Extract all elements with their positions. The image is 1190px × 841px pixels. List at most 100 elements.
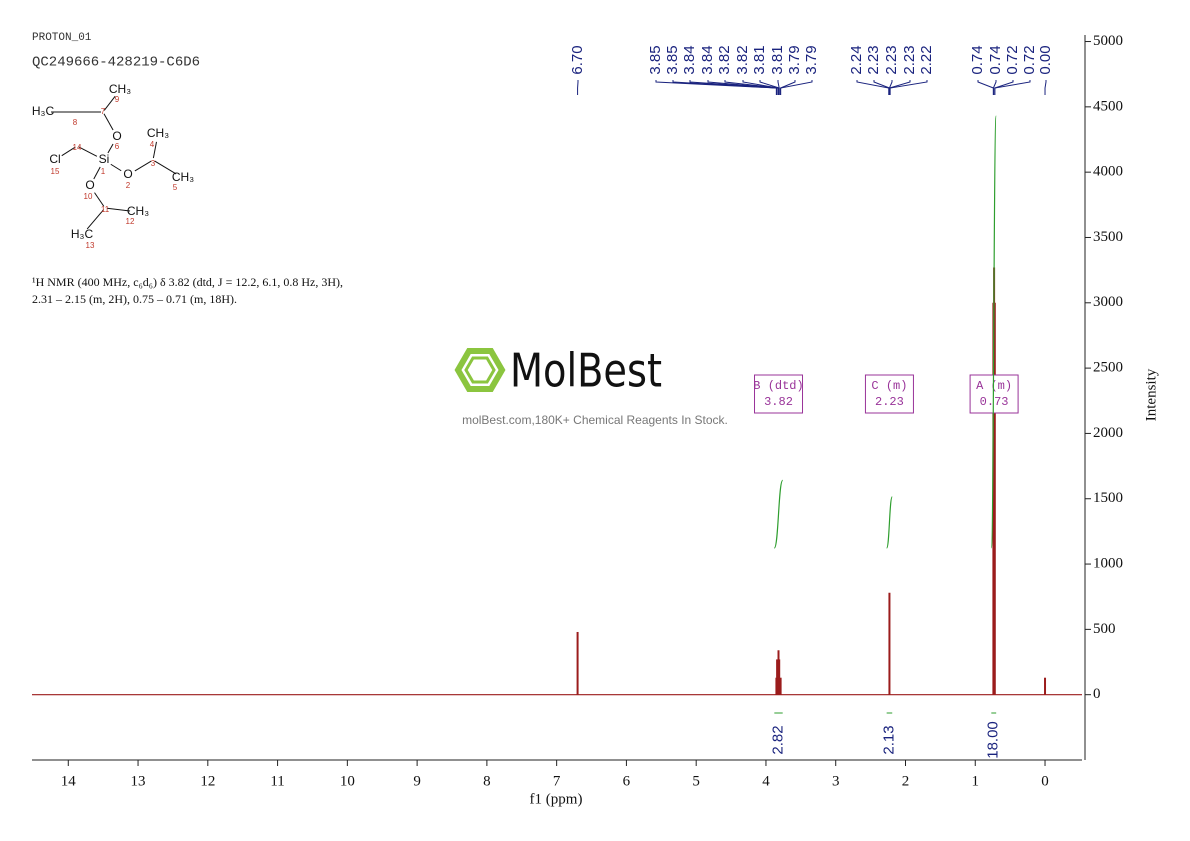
chart-subtitle: QC249666-428219-C6D6 (32, 55, 200, 71)
integral-curve (990, 115, 997, 549)
x-tick-label: 9 (413, 773, 421, 789)
y-tick-label: 5000 (1093, 33, 1123, 49)
atom-label: CH₃ (147, 126, 169, 140)
bond (106, 207, 131, 212)
peak-label: 2.23 (883, 45, 900, 74)
bond (78, 146, 98, 157)
x-tick-label: 2 (902, 773, 910, 789)
multiplet-box (969, 374, 1019, 414)
y-tick-label: 3500 (1093, 229, 1123, 245)
x-tick-label: 6 (623, 773, 631, 789)
atom-label: CH₃ (172, 170, 194, 184)
atom-locant: 7 (101, 107, 106, 116)
peak-leader (780, 80, 813, 95)
peak-label: 0.00 (1037, 45, 1054, 74)
x-tick-label: 7 (553, 773, 561, 789)
peak-leader (856, 80, 890, 95)
description-line: ¹H NMR (400 MHz, c₆d₆) δ 3.82 (dtd, J = … (32, 275, 343, 289)
atom-locant: 1 (101, 167, 106, 176)
multiplet-shift: 0.73 (980, 395, 1009, 409)
x-tick-label: 0 (1041, 773, 1049, 789)
x-axis-label: f1 (ppm) (530, 791, 583, 807)
x-tick-label: 12 (200, 773, 215, 789)
peak-leader (873, 80, 890, 95)
integral-label: 18.00 (985, 721, 1002, 759)
atom-label: O (85, 178, 94, 192)
atom-locant: 2 (126, 181, 131, 190)
peak-label: 2.23 (901, 45, 918, 74)
bond (86, 209, 105, 230)
integral-curve (886, 496, 893, 549)
atom-locant: 14 (73, 143, 82, 152)
description-line: 2.31 – 2.15 (m, 2H), 0.75 – 0.71 (m, 18H… (32, 292, 237, 306)
atom-label: O (123, 167, 132, 181)
atom-locant: 12 (126, 217, 135, 226)
multiplet-shift: 2.23 (875, 395, 904, 409)
peak-label: 3.84 (699, 45, 716, 74)
peak-leader (689, 80, 778, 95)
x-tick-label: 5 (692, 773, 700, 789)
multiplet-box (864, 374, 914, 414)
atom-label: O (112, 129, 121, 143)
peak-label: 3.85 (647, 45, 664, 74)
multiplet-box (754, 374, 804, 414)
peak-label: 3.79 (803, 45, 820, 74)
peak-label: 3.79 (786, 45, 803, 74)
atom-label: H₃C (71, 227, 94, 241)
x-tick-label: 13 (131, 773, 146, 789)
peak-label: 3.84 (681, 45, 698, 74)
peak-leader (724, 80, 780, 95)
peak-leader (672, 80, 777, 95)
y-tick-label: 1000 (1093, 555, 1123, 571)
peak-label: 3.82 (734, 45, 751, 74)
atom-label: CH₃ (127, 204, 149, 218)
peak-label: 3.82 (716, 45, 733, 74)
bond (93, 166, 101, 180)
peak-label: 0.72 (1021, 45, 1038, 74)
tagline: molBest.com,180K+ Chemical Reagents In S… (462, 413, 728, 427)
atom-label: H₃C (32, 104, 55, 118)
y-tick-label: 1500 (1093, 490, 1123, 506)
atom-locant: 10 (84, 192, 93, 201)
peak-label: 3.85 (664, 45, 681, 74)
peak-label: 0.74 (987, 45, 1004, 74)
multiplet-name: C (m) (871, 379, 907, 393)
atom-label: Si (99, 152, 110, 166)
atom-locant: 11 (101, 205, 110, 214)
multiplet-name: A (m) (976, 379, 1012, 393)
bond (94, 192, 105, 207)
y-axis-label: Intensity (1143, 368, 1159, 421)
logo-icon (454, 348, 506, 392)
peak-leader (742, 80, 780, 95)
y-tick-label: 500 (1093, 621, 1116, 637)
bond (103, 113, 114, 131)
peak-leader (977, 80, 994, 95)
atom-locant: 6 (115, 142, 120, 151)
atom-locant: 15 (51, 167, 60, 176)
peak-leader (707, 80, 778, 95)
integral-label: 2.82 (769, 725, 786, 754)
atom-locant: 3 (151, 159, 156, 168)
atom-locant: 8 (73, 118, 78, 127)
y-tick-label: 2500 (1093, 360, 1123, 376)
x-tick-label: 8 (483, 773, 491, 789)
bond (134, 160, 152, 172)
x-tick-label: 3 (832, 773, 840, 789)
peak-label: 3.81 (769, 45, 786, 74)
peak-leader (888, 80, 911, 95)
chart-title: PROTON_01 (32, 32, 92, 44)
y-tick-label: 4500 (1093, 98, 1123, 114)
y-tick-label: 3000 (1093, 294, 1123, 310)
peak-label: 2.23 (865, 45, 882, 74)
bond (110, 163, 122, 172)
bond (103, 96, 116, 111)
y-tick-label: 4000 (1093, 164, 1123, 180)
integral-curve (773, 479, 784, 549)
peak-label: 0.74 (969, 45, 986, 74)
peak-leader (994, 80, 1031, 95)
bond (107, 143, 114, 154)
x-tick-label: 4 (762, 773, 770, 789)
peak-label: 3.81 (751, 45, 768, 74)
peak-label: 0.72 (1004, 45, 1021, 74)
x-tick-label: 14 (61, 773, 77, 789)
